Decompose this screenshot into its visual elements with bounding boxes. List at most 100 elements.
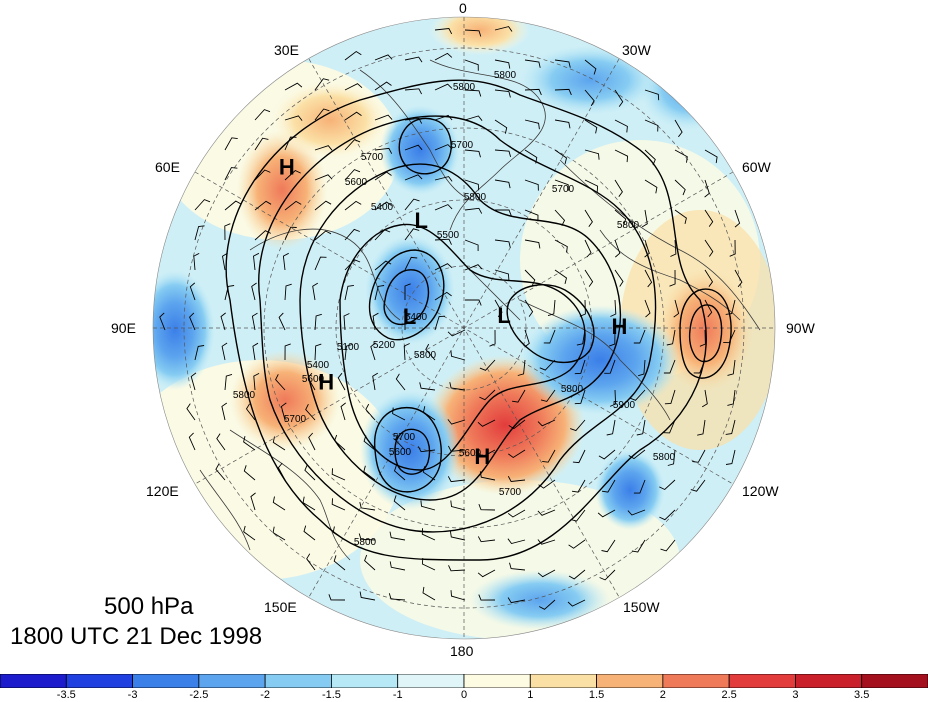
temperature-anomaly-shading	[153, 17, 775, 639]
wind-barb	[464, 115, 483, 121]
lon-label-30e: 30E	[274, 42, 299, 58]
colorbar-tick-12: 3.5	[854, 689, 870, 701]
colorbar-swatch-7	[463, 674, 531, 688]
colorbar-swatch-6	[397, 674, 465, 688]
wind-barb	[479, 389, 496, 401]
wind-barb	[434, 83, 453, 91]
contour-label-21: 5600	[459, 448, 482, 459]
wind-barb	[344, 111, 362, 121]
wind-barb	[727, 389, 736, 406]
wind-barb	[574, 359, 586, 375]
wind-barb	[284, 343, 291, 361]
high-center-2: H	[612, 314, 628, 339]
wind-barb	[450, 590, 466, 601]
lon-label-60w: 60W	[742, 159, 771, 175]
contour-label-13: 5700	[393, 432, 416, 443]
wind-barb	[464, 89, 482, 97]
wind-barb	[494, 299, 503, 318]
wind-barb	[344, 200, 362, 211]
wind-barb	[584, 179, 599, 193]
wind-barb	[344, 169, 361, 181]
wind-barb	[537, 569, 556, 578]
wind-barb	[598, 449, 616, 460]
wind-barb	[507, 538, 526, 545]
wind-barb	[489, 329, 496, 347]
wind-barb	[388, 593, 406, 601]
wind-barb	[610, 299, 617, 317]
wind-barb	[365, 403, 376, 421]
contour-label-25: 5800	[561, 384, 584, 395]
contour-label-12: 5600	[389, 447, 412, 458]
wind-barb	[374, 54, 393, 61]
wind-barb	[302, 496, 316, 511]
wind-barb	[389, 561, 406, 571]
wind-barb	[674, 179, 686, 196]
wind-barb	[252, 342, 259, 361]
wind-barb	[332, 526, 346, 541]
wind-barb	[571, 479, 586, 493]
wind-barb	[659, 479, 676, 491]
wind-barb	[723, 329, 736, 344]
wind-barb	[447, 419, 466, 425]
colorbar-swatch-4	[264, 674, 332, 688]
wind-barb	[393, 495, 406, 511]
wind-barb	[253, 372, 260, 391]
wind-barb	[389, 531, 406, 541]
colorbar-tick-2: -2.5	[189, 689, 209, 701]
wind-barb	[280, 402, 287, 421]
wind-barb	[284, 115, 303, 121]
wind-barb	[699, 329, 706, 347]
wind-barb	[189, 312, 196, 331]
colorbar-tick-1: -3	[127, 689, 138, 701]
contour-label-2: 5700	[451, 140, 474, 151]
wind-barb	[524, 299, 534, 317]
contour-label-24: 5900	[613, 400, 636, 411]
wind-barb	[464, 264, 483, 271]
contour-label-0: 5800	[453, 82, 476, 93]
contour-label-15: 5800	[233, 390, 256, 401]
wind-barb	[394, 434, 406, 451]
wind-barb	[344, 284, 354, 301]
wind-barb	[584, 59, 597, 75]
wind-barb	[567, 599, 586, 607]
wind-barb	[404, 313, 411, 330]
wind-barb	[374, 81, 392, 91]
wind-barb	[250, 492, 256, 511]
wind-barb	[434, 291, 452, 301]
wind-barb	[251, 282, 257, 301]
wind-barb	[193, 252, 200, 271]
contour-label-6: 5700	[361, 152, 384, 163]
contour-label-16: 5700	[284, 414, 307, 425]
wind-barb	[524, 59, 541, 68]
wind-barb	[670, 239, 677, 257]
wind-barb	[254, 137, 269, 151]
wind-barb	[245, 403, 256, 421]
wind-barb	[614, 239, 621, 258]
wind-barb	[447, 445, 466, 452]
wind-barb	[272, 496, 286, 511]
wind-barb	[434, 144, 453, 151]
contour-label-3: 5800	[464, 192, 487, 203]
contour-label-11: 5800	[414, 350, 437, 361]
wind-barb	[627, 509, 646, 516]
wind-barb	[220, 312, 226, 331]
wind-barb	[337, 372, 346, 391]
wind-barb	[464, 207, 483, 214]
wind-barb	[568, 569, 586, 580]
colorbar-swatch-13	[861, 674, 928, 688]
wind-barb	[674, 119, 683, 138]
lon-label-120e: 120E	[146, 483, 179, 499]
wind-barb	[570, 509, 586, 522]
colorbar-swatch-3	[198, 674, 266, 688]
wind-barb	[450, 350, 466, 361]
wind-barb	[254, 109, 271, 121]
colorbar-swatch-5	[331, 674, 399, 688]
wind-barb	[403, 343, 410, 361]
wind-barb	[729, 239, 736, 257]
wind-barb	[674, 149, 688, 163]
wind-barb	[243, 525, 256, 541]
lon-label-180: 180	[450, 643, 474, 659]
lon-label-90e: 90E	[111, 320, 136, 336]
low-center-4: L	[403, 304, 416, 329]
wind-barb	[644, 89, 660, 101]
